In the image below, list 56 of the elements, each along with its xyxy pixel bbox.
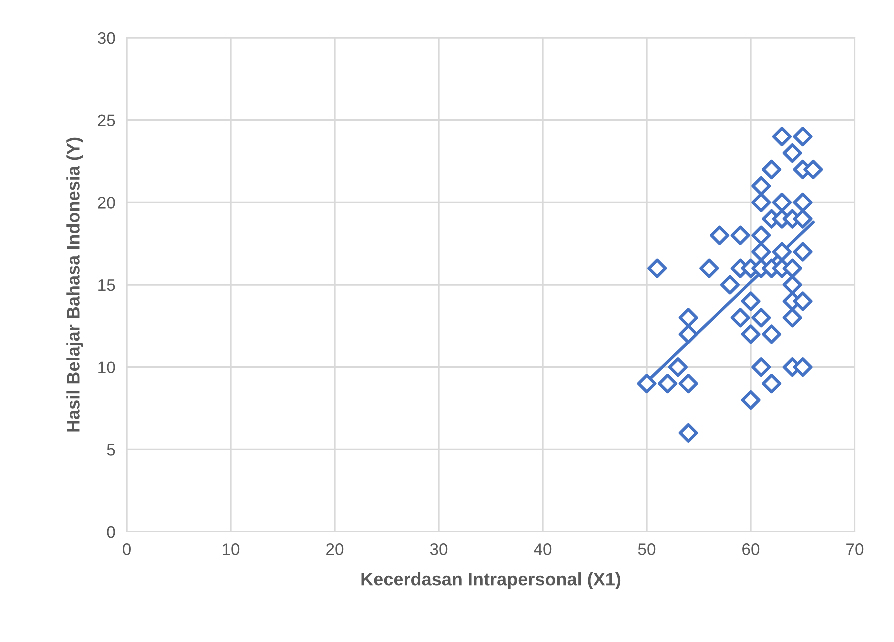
point [730,308,750,328]
point [741,292,761,312]
y-tick-label: 0 [107,526,116,538]
x-tick-label: 50 [638,544,656,556]
point [762,374,782,394]
point [678,374,698,394]
y-tick-label: 25 [98,114,116,127]
point [700,258,720,278]
point [752,242,772,262]
point [752,308,772,328]
y-tick-label: 5 [107,444,116,456]
point [752,176,772,196]
point [793,358,813,378]
y-tick-label: 20 [98,197,116,209]
y-axis-title: Hasil Belajar Bahasa Indonesia (Y) [66,138,84,432]
point [804,160,824,180]
point [741,390,761,410]
point [730,226,750,246]
point [678,423,698,443]
point [782,144,802,164]
point [793,192,813,212]
point [772,242,792,262]
y-tick-label: 10 [98,362,116,374]
x-tick-label: 70 [846,544,864,556]
x-axis-title: Kecerdasan Intrapersonal (X1) [362,572,621,590]
point [658,374,678,394]
point [772,127,792,147]
point [762,160,782,180]
point [678,324,698,344]
point [648,258,668,278]
y-tick-label: 30 [98,32,116,44]
x-tick-label: 20 [326,544,344,556]
x-tick-label: 40 [534,544,552,556]
point [793,292,813,312]
x-tick-label: 60 [742,544,760,556]
point [741,324,761,344]
point [720,275,740,295]
point [752,226,772,246]
point [793,242,813,262]
x-tick-label: 30 [430,544,448,556]
point [793,127,813,147]
point [752,358,772,378]
point [668,358,688,378]
point [710,226,730,246]
point [782,258,802,278]
point [678,308,698,328]
y-tick-label: 15 [98,280,116,292]
point [782,308,802,328]
point [637,374,657,394]
point [793,209,813,229]
x-tick-label: 10 [223,544,240,556]
point [772,192,792,212]
point [782,275,802,295]
x-tick-label: 0 [123,544,131,556]
point [752,192,772,212]
point [762,324,782,344]
